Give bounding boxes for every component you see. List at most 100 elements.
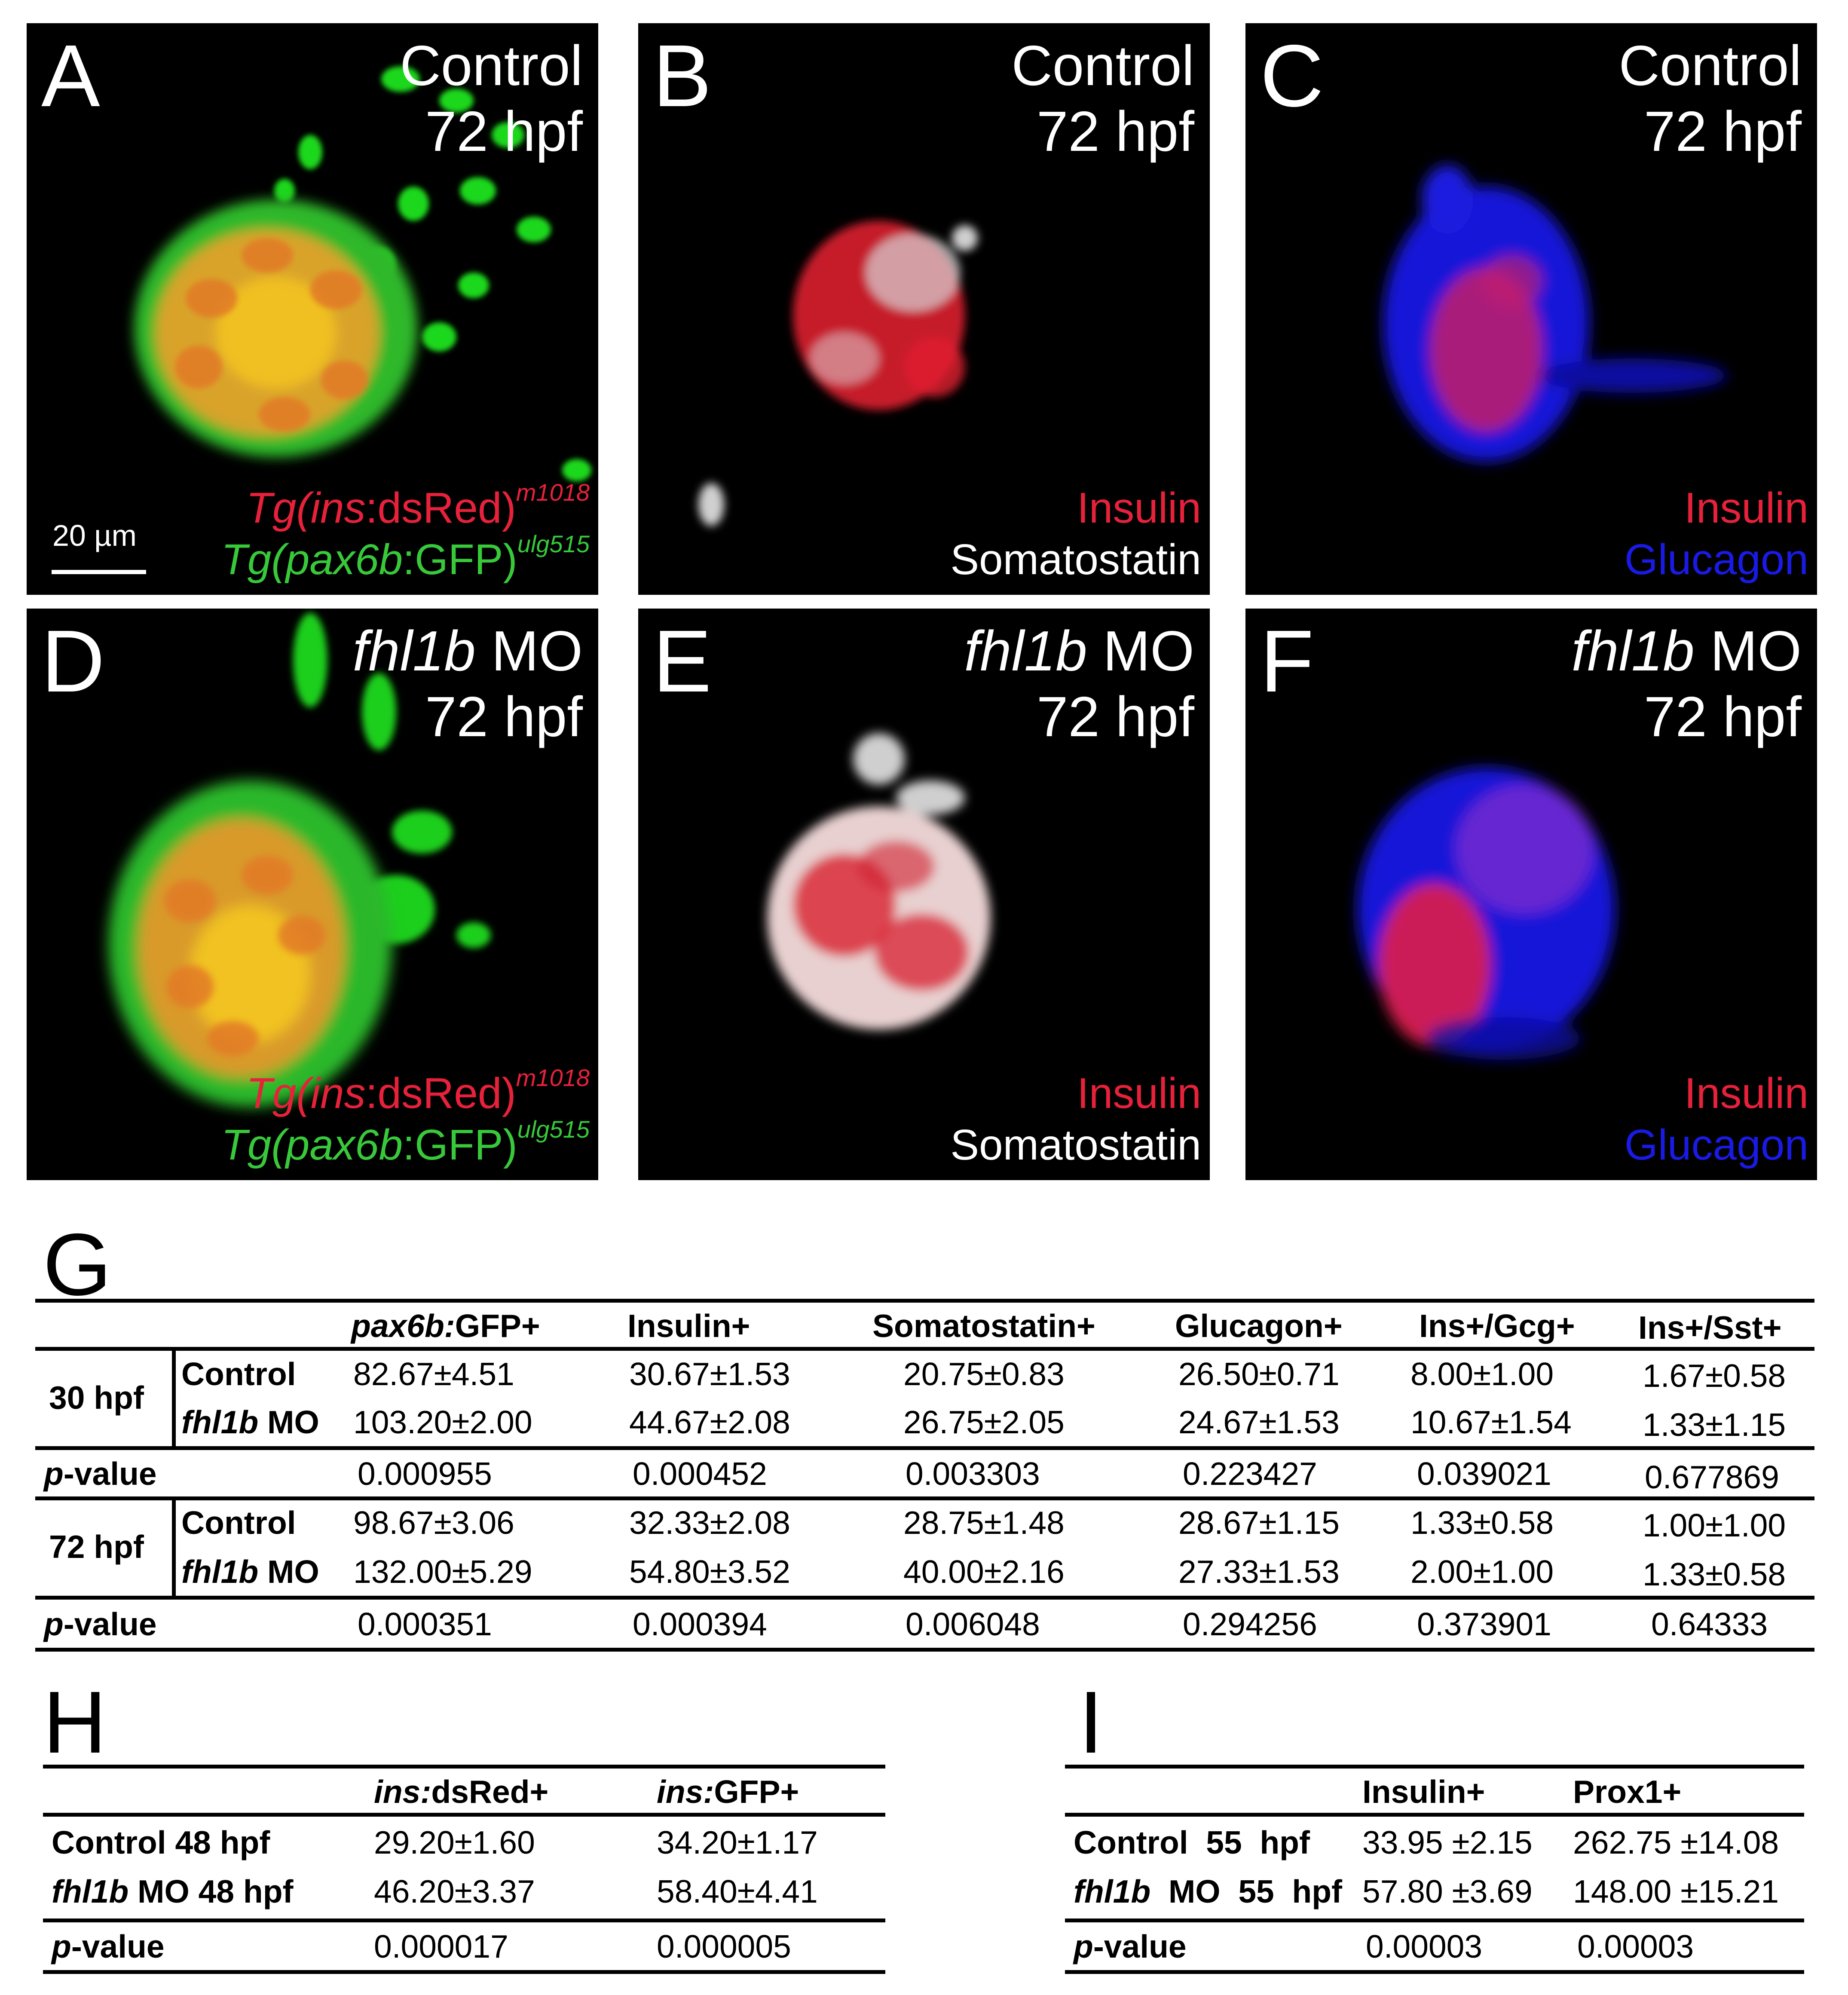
legend-insulin: Insulin bbox=[1684, 1069, 1808, 1117]
divider-72 bbox=[172, 1500, 176, 1596]
cell: 132.00±5.29 bbox=[353, 1554, 532, 1590]
gene: fhl1b bbox=[52, 1873, 129, 1909]
gene: fhl1b bbox=[1074, 1873, 1151, 1909]
divider-30 bbox=[172, 1351, 176, 1446]
section-letter-h: H bbox=[43, 1673, 107, 1772]
timepoint: 72 hpf bbox=[425, 100, 583, 163]
legend-insulin: Insulin bbox=[1684, 484, 1808, 532]
cell: 1.33±1.15 bbox=[1643, 1407, 1786, 1443]
reporter: :dsRed) bbox=[365, 1069, 516, 1117]
gene: ins bbox=[310, 484, 366, 532]
cell: 262.75 ±14.08 bbox=[1573, 1824, 1779, 1860]
cell: 0.373901 bbox=[1417, 1606, 1551, 1642]
rule-header bbox=[43, 1813, 885, 1817]
legend: Tg(ins:dsRed)m1018 Tg(pax6b:GFP)ulg515 bbox=[221, 1064, 590, 1171]
header-insulin: Insulin+ bbox=[627, 1308, 750, 1344]
gene: ins bbox=[310, 1069, 366, 1117]
group-72-hpf: 72 hpf bbox=[49, 1529, 144, 1565]
cell: 20.75±0.83 bbox=[903, 1356, 1065, 1392]
marker: dsRed+ bbox=[431, 1774, 549, 1810]
condition-label: Control 72 hpf bbox=[1011, 33, 1194, 164]
rest: -value bbox=[1093, 1928, 1187, 1964]
header-somatostatin: Somatostatin+ bbox=[872, 1308, 1095, 1344]
legend-somatostatin: Somatostatin bbox=[950, 535, 1201, 584]
allele: m1018 bbox=[516, 1064, 590, 1091]
header-insulin: Insulin+ bbox=[1362, 1774, 1485, 1810]
gene: pax6b: bbox=[351, 1308, 455, 1344]
p-value-label: p-value bbox=[1074, 1931, 1187, 1963]
legend-somatostatin: Somatostatin bbox=[950, 1121, 1201, 1169]
scale-label: 20 µm bbox=[52, 519, 137, 552]
cell: 98.67±3.06 bbox=[353, 1505, 514, 1541]
panel-e: E fhl1b MO 72 hpf Insulin Somatostatin bbox=[638, 609, 1210, 1180]
header-prox1: Prox1+ bbox=[1573, 1774, 1682, 1810]
rule-top bbox=[43, 1765, 885, 1769]
condition: fhl1b MO bbox=[1571, 618, 1802, 684]
suffix: MO bbox=[1694, 619, 1802, 682]
gene: fhl1b bbox=[181, 1404, 259, 1440]
cell: 28.67±1.15 bbox=[1178, 1505, 1340, 1541]
rule-header bbox=[1065, 1813, 1804, 1817]
tg: Tg( bbox=[221, 1121, 286, 1169]
condition: Control bbox=[400, 34, 583, 97]
cell: 33.95 ±2.15 bbox=[1362, 1824, 1533, 1860]
suffix: MO bbox=[258, 1554, 319, 1590]
panel-letter: A bbox=[41, 27, 100, 125]
cell: 30.67±1.53 bbox=[629, 1356, 790, 1392]
legend: Tg(ins:dsRed)m1018 Tg(pax6b:GFP)ulg515 bbox=[221, 479, 590, 585]
cell: 54.80±3.52 bbox=[629, 1554, 790, 1590]
cell: 44.67±2.08 bbox=[629, 1404, 790, 1440]
suffix: MO 48 hpf bbox=[129, 1873, 294, 1909]
cell: 58.40±4.41 bbox=[657, 1873, 818, 1909]
condition: Control bbox=[1011, 34, 1194, 97]
micrograph-d bbox=[108, 613, 491, 1107]
cell: 1.67±0.58 bbox=[1643, 1358, 1786, 1394]
allele: ulg515 bbox=[517, 1116, 590, 1143]
suffix: MO 55 hpf bbox=[1150, 1873, 1343, 1909]
row-label-mo: fhl1b MO 55 hpf bbox=[1074, 1876, 1342, 1908]
legend: Insulin Glucagon bbox=[1625, 1068, 1808, 1171]
row-label-control: Control 48 hpf bbox=[52, 1824, 270, 1860]
cell: 57.80 ±3.69 bbox=[1362, 1873, 1533, 1909]
condition: Control bbox=[1619, 34, 1802, 97]
reporter: :GFP) bbox=[403, 1121, 517, 1169]
cell: 0.000005 bbox=[657, 1928, 791, 1964]
timepoint: 72 hpf bbox=[1037, 100, 1194, 163]
rest: -value bbox=[71, 1928, 165, 1964]
cell: 2.00±1.00 bbox=[1410, 1554, 1554, 1590]
cell: 0.294256 bbox=[1183, 1606, 1317, 1642]
header-ins-sst: Ins+/Sst+ bbox=[1638, 1310, 1782, 1346]
legend: Insulin Glucagon bbox=[1625, 482, 1808, 585]
rule-bottom bbox=[43, 1970, 885, 1974]
panel-letter: F bbox=[1260, 612, 1314, 710]
timepoint: 72 hpf bbox=[1644, 685, 1802, 749]
suffix: MO bbox=[1087, 619, 1194, 682]
panel-letter: C bbox=[1260, 27, 1324, 125]
gene: fhl1b bbox=[352, 619, 476, 682]
legend-glucagon: Glucagon bbox=[1624, 1121, 1808, 1169]
legend-insulin-transgene: Tg(ins:dsRed)m1018 bbox=[221, 1064, 590, 1119]
cell: 0.00003 bbox=[1577, 1928, 1694, 1964]
rule-header bbox=[35, 1347, 1814, 1351]
cell: 82.67±4.51 bbox=[353, 1356, 514, 1392]
cell: 28.75±1.48 bbox=[903, 1505, 1065, 1541]
gene: fhl1b bbox=[181, 1554, 259, 1590]
rule-p bbox=[43, 1919, 885, 1922]
p-value-label: p-value bbox=[44, 1458, 157, 1490]
condition-label: Control 72 hpf bbox=[400, 33, 583, 164]
rule-30 bbox=[35, 1446, 1814, 1450]
row-label-control: Control 55 hpf bbox=[1074, 1824, 1310, 1860]
legend-glucagon: Glucagon bbox=[1624, 535, 1808, 584]
timepoint: 72 hpf bbox=[1037, 685, 1194, 749]
p: p bbox=[44, 1456, 64, 1492]
header-ins-gcg: Ins+/Gcg+ bbox=[1419, 1308, 1575, 1344]
cell: 0.000955 bbox=[358, 1456, 492, 1492]
panel-f: F fhl1b MO 72 hpf Insulin Glucagon bbox=[1245, 609, 1817, 1180]
micrograph-f bbox=[1357, 768, 1615, 1060]
section-letter-g: G bbox=[43, 1215, 112, 1314]
cell: 26.75±2.05 bbox=[903, 1404, 1065, 1440]
group-30-hpf: 30 hpf bbox=[49, 1380, 144, 1416]
legend: Insulin Somatostatin bbox=[950, 482, 1201, 585]
rule-top bbox=[35, 1299, 1814, 1303]
tg: Tg( bbox=[246, 1069, 311, 1117]
